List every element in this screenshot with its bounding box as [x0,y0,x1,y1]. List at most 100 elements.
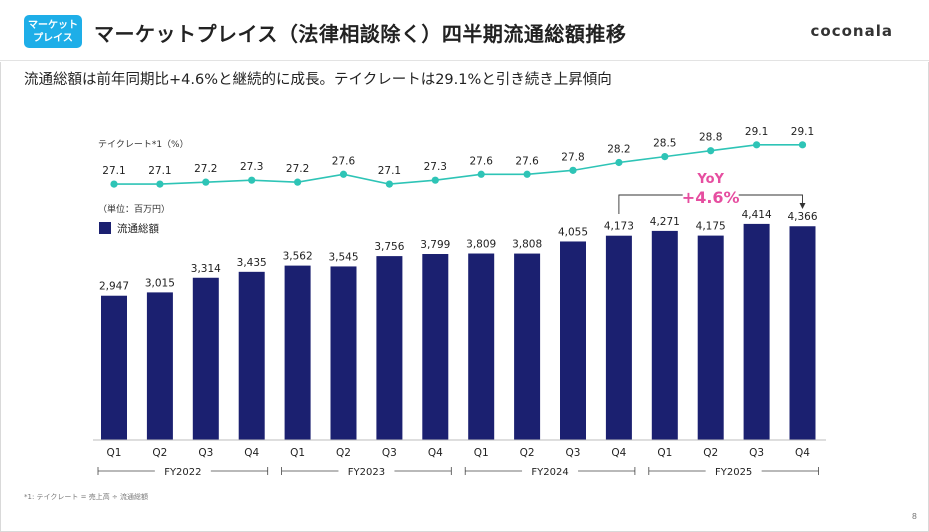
take-rate-point [753,141,761,149]
x-tick-label: Q1 [474,447,489,459]
x-tick-label: Q3 [749,447,764,459]
legend-swatch [99,222,111,234]
page-title: マーケットプレイス（法律相談除く）四半期流通総額推移 [94,22,627,46]
take-rate-label: 28.2 [607,144,630,156]
legend-layer: （単位：百万円） 流通総額 [98,203,170,235]
take-rate-label: 29.1 [745,126,768,138]
take-rate-label: 27.1 [102,165,125,177]
take-rate-label: 28.8 [699,132,722,144]
x-tick-label: Q2 [152,447,167,459]
take-rate-label: 29.1 [791,126,814,138]
x-tick-label: Q4 [795,447,810,459]
take-rate-label: 27.6 [470,155,494,167]
take-rate-label: 27.6 [332,155,356,167]
legend-label: 流通総額 [117,222,159,235]
gmv-bar [743,223,770,440]
gmv-bar [376,256,403,440]
take-rate-point [523,170,531,178]
gmv-bar [330,266,357,440]
x-tick-label: Q4 [428,447,443,459]
x-tick-label: Q1 [107,447,122,459]
take-rate-label: 28.5 [653,138,676,150]
take-rate-point [202,178,210,186]
take-rate-point [798,141,807,149]
take-rate-label: 27.6 [515,155,539,167]
take-rate-label: 27.1 [148,165,171,177]
take-rate-point [156,180,164,188]
gmv-bar-label: 3,799 [420,239,450,251]
yoy-label-line2: +4.6% [682,188,740,207]
gmv-bar-label: 4,175 [696,221,726,233]
bar-unit-label: （単位：百万円） [98,203,170,215]
gmv-bar-label: 3,314 [191,263,221,275]
x-tick-label: Q3 [566,447,581,459]
take-rate-label: 27.3 [240,161,263,173]
x-tick-label: Q4 [244,447,259,459]
gmv-bar [605,235,632,440]
gmv-bar [697,235,724,440]
fy-group-label: FY2025 [715,467,752,478]
x-tick-label: Q4 [611,447,626,459]
fy-group-label: FY2022 [164,467,201,478]
gmv-bar [192,277,219,440]
take-rate-point [294,178,302,186]
take-rate-point [339,170,348,178]
x-axis-layer: Q1 Q2 Q3 Q4 Q1 Q2 Q3 Q4 Q1 Q2 Q3 Q4 Q1 Q2 Q3 Q4 FY2022 FY… [93,439,826,478]
header-divider [0,60,929,61]
x-tick-label: Q3 [382,447,397,459]
x-tick-label: Q3 [198,447,213,459]
gmv-bar-label: 3,809 [466,239,496,251]
take-rate-label: 27.3 [424,161,447,173]
take-rate-label: 27.8 [561,151,584,163]
category-badge: マーケット プレイス [24,15,82,48]
yoy-arrowhead [799,203,806,209]
take-rate-point [431,176,439,184]
gmv-bar [789,226,816,440]
gmv-bar-label: 3,756 [374,241,404,253]
header: マーケット プレイス マーケットプレイス（法律相談除く）四半期流通総額推移 co… [0,0,929,62]
gmv-bar-label: 3,435 [237,257,267,269]
fy-group-label: FY2024 [531,467,568,478]
gmv-bar [284,265,311,440]
x-tick-label: Q2 [520,447,535,459]
gmv-bar-label: 3,015 [145,277,175,289]
take-rate-label: 27.2 [194,163,217,175]
take-rate-point [110,180,118,188]
gmv-bar [422,254,449,440]
x-tick-label: Q2 [703,447,718,459]
gmv-bar-layer: 2,947 3,015 3,314 3,435 3,562 3,545 3,756 3,799… [99,209,818,440]
badge-line1: マーケット [28,19,78,31]
take-rate-point [707,147,715,155]
gmv-bar [238,271,265,440]
badge-line2: プレイス [33,32,73,44]
yoy-annotation-layer: YoY+4.6% [618,168,806,214]
take-rate-point [661,153,669,161]
gmv-bar-label: 3,562 [283,251,313,263]
take-rate-axis-label: テイクレート*1（%） [98,139,189,150]
gmv-bar-label: 4,173 [604,221,634,233]
take-rate-point [569,166,577,174]
footnote: *1: テイクレート = 売上高 ÷ 流通総額 [24,493,149,501]
yoy-label-line1: YoY [696,172,724,187]
take-rate-label: 27.1 [378,165,401,177]
gmv-bar-label: 4,055 [558,226,588,238]
take-rate-point [385,180,393,188]
gmv-bar [468,253,495,440]
gmv-bar-label: 2,947 [99,281,129,293]
gmv-bar-label: 4,271 [650,216,680,228]
take-rate-line-layer: 27.1 27.1 27.2 27.3 27.2 27.6 27.1 27.3 27.6 27.6… [98,126,814,188]
take-rate-point [248,176,256,184]
gmv-bar [146,292,173,440]
fy-group-label: FY2023 [348,467,385,478]
x-tick-label: Q2 [336,447,351,459]
take-rate-line [114,144,803,185]
page-number: 8 [911,512,917,521]
gmv-bar [560,241,586,440]
gmv-bar-label: 3,545 [328,251,358,263]
gmv-bar [651,230,678,440]
take-rate-point [615,158,623,167]
gmv-bar [514,253,541,440]
gmv-bar-label: 4,414 [742,209,772,221]
x-tick-label: Q1 [290,447,305,459]
